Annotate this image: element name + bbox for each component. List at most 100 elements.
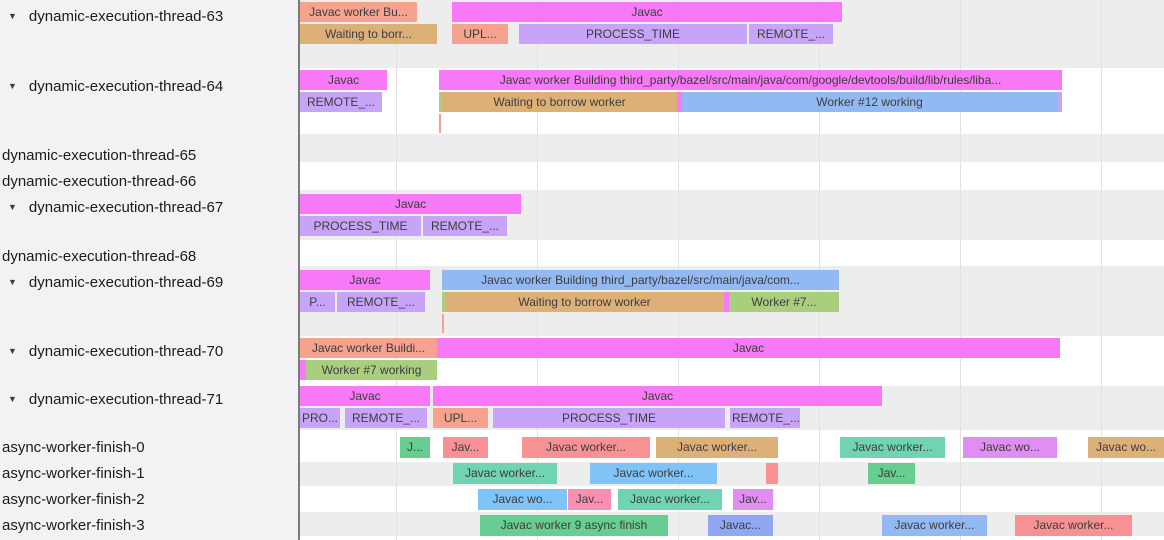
track-label[interactable]: dynamic-execution-thread-65 — [0, 144, 196, 166]
trace-span[interactable]: Waiting to borrow worker — [442, 92, 677, 112]
trace-span[interactable] — [300, 360, 306, 380]
track-label[interactable]: dynamic-execution-thread-68 — [0, 245, 196, 267]
collapse-triangle-icon[interactable]: ▼ — [8, 393, 17, 404]
row-background — [300, 486, 1164, 512]
trace-span[interactable]: Javac worker... — [522, 437, 650, 458]
trace-span[interactable]: PROCESS_TIME — [300, 216, 421, 236]
row-background — [300, 240, 1164, 266]
row-background — [300, 462, 1164, 486]
trace-span[interactable]: Jav... — [568, 489, 611, 510]
track-label-text: dynamic-execution-thread-63 — [28, 7, 224, 25]
trace-span[interactable]: Javac — [300, 70, 387, 90]
row-background — [300, 162, 1164, 190]
trace-span[interactable]: Jav... — [733, 489, 773, 510]
trace-span[interactable]: REMOTE_... — [730, 408, 800, 428]
row-background — [300, 536, 1164, 540]
trace-span[interactable]: Javac worker... — [590, 463, 717, 484]
track-label[interactable]: ▼ dynamic-execution-thread-63 — [0, 5, 223, 27]
trace-span[interactable] — [677, 92, 682, 112]
track-label[interactable]: ▼ dynamic-execution-thread-64 — [0, 75, 223, 97]
track-label-text: async-worker-finish-2 — [2, 490, 145, 508]
trace-span[interactable]: Javac worker 9 async finish — [480, 515, 668, 536]
trace-span[interactable]: Javac — [300, 270, 430, 290]
track-label[interactable]: async-worker-finish-2 — [0, 488, 145, 510]
trace-span[interactable]: UPL... — [452, 24, 508, 44]
track-label-text: async-worker-finish-1 — [2, 464, 145, 482]
trace-span[interactable]: PROCESS_TIME — [519, 24, 747, 44]
gridline — [1101, 0, 1102, 540]
collapse-triangle-icon[interactable]: ▼ — [8, 201, 17, 212]
trace-span[interactable] — [439, 92, 443, 112]
trace-span[interactable]: Javac wo... — [963, 437, 1057, 458]
trace-span[interactable]: Javac — [300, 194, 521, 214]
track-label-text: dynamic-execution-thread-65 — [2, 146, 197, 164]
trace-span[interactable]: Javac worker Building third_party/bazel/… — [442, 270, 839, 290]
track-label[interactable]: async-worker-finish-0 — [0, 436, 145, 458]
track-label[interactable]: dynamic-execution-thread-66 — [0, 170, 196, 192]
trace-span[interactable]: REMOTE_... — [423, 216, 507, 236]
collapse-triangle-icon[interactable]: ▼ — [8, 10, 17, 21]
trace-span[interactable]: Javac — [433, 386, 882, 406]
trace-span[interactable]: Worker #7... — [729, 292, 839, 312]
track-label-text: dynamic-execution-thread-68 — [2, 247, 197, 265]
trace-span[interactable]: Waiting to borrow worker — [445, 292, 724, 312]
trace-span[interactable]: Jav... — [443, 437, 488, 458]
trace-span[interactable]: Worker #12 working — [682, 92, 1057, 112]
track-label-text: dynamic-execution-thread-67 — [28, 198, 224, 216]
trace-span[interactable]: Javac wo... — [1088, 437, 1164, 458]
collapse-triangle-icon[interactable]: ▼ — [8, 345, 17, 356]
trace-span[interactable]: Worker #7 working — [306, 360, 437, 380]
track-label-text: dynamic-execution-thread-64 — [28, 77, 224, 95]
trace-tick[interactable] — [442, 314, 444, 333]
trace-span[interactable]: Javac worker... — [453, 463, 557, 484]
trace-span[interactable]: Javac wo... — [478, 489, 567, 510]
trace-span[interactable]: UPL... — [433, 408, 488, 428]
trace-span[interactable]: Javac... — [708, 515, 773, 536]
trace-span[interactable] — [1057, 92, 1062, 112]
trace-span[interactable]: Javac worker... — [618, 489, 722, 510]
track-label-text: dynamic-execution-thread-66 — [2, 172, 197, 190]
track-label-text: async-worker-finish-0 — [2, 438, 145, 456]
track-label[interactable]: ▼ dynamic-execution-thread-67 — [0, 196, 223, 218]
trace-span[interactable]: Javac — [452, 2, 842, 22]
trace-span[interactable]: Javac worker... — [656, 437, 778, 458]
track-label[interactable]: ▼ dynamic-execution-thread-69 — [0, 271, 223, 293]
trace-span[interactable]: P... — [300, 292, 335, 312]
trace-span[interactable]: REMOTE_... — [337, 292, 425, 312]
gridline — [960, 0, 961, 540]
trace-tick[interactable] — [439, 114, 441, 133]
trace-span[interactable]: PRO... — [300, 408, 340, 428]
track-label[interactable]: async-worker-finish-1 — [0, 462, 145, 484]
collapse-triangle-icon[interactable]: ▼ — [8, 80, 17, 91]
trace-span[interactable]: REMOTE_... — [300, 92, 382, 112]
track-label-text: dynamic-execution-thread-71 — [28, 390, 224, 408]
track-label-text: async-worker-finish-3 — [2, 516, 145, 534]
trace-span[interactable]: Javac — [437, 338, 1060, 358]
trace-span[interactable]: Javac worker Bu... — [300, 2, 417, 22]
trace-span[interactable]: REMOTE_... — [749, 24, 833, 44]
trace-span[interactable]: REMOTE_... — [345, 408, 427, 428]
trace-span[interactable]: Javac worker... — [882, 515, 987, 536]
trace-span[interactable]: J... — [400, 437, 430, 458]
trace-span[interactable] — [766, 463, 778, 484]
trace-span[interactable]: Javac worker Buildi... — [300, 338, 437, 358]
trace-span[interactable]: PROCESS_TIME — [493, 408, 725, 428]
track-label[interactable]: ▼ dynamic-execution-thread-71 — [0, 388, 223, 410]
track-label-text: dynamic-execution-thread-70 — [28, 342, 224, 360]
trace-span[interactable] — [724, 292, 729, 312]
track-label-text: dynamic-execution-thread-69 — [28, 273, 224, 291]
trace-span[interactable]: Jav... — [868, 463, 915, 484]
trace-span[interactable]: Javac worker... — [1015, 515, 1132, 536]
collapse-triangle-icon[interactable]: ▼ — [8, 276, 17, 287]
row-background — [300, 134, 1164, 162]
trace-span[interactable]: Javac — [300, 386, 430, 406]
track-label[interactable]: async-worker-finish-3 — [0, 514, 145, 536]
trace-span[interactable]: Waiting to borr... — [300, 24, 437, 44]
track-label[interactable]: ▼ dynamic-execution-thread-70 — [0, 340, 223, 362]
trace-span[interactable]: Javac worker... — [840, 437, 945, 458]
trace-span[interactable] — [442, 292, 446, 312]
trace-span[interactable]: Javac worker Building third_party/bazel/… — [439, 70, 1062, 90]
track-name-panel: ▼ dynamic-execution-thread-63 ▼ dynamic-exe… — [0, 0, 300, 540]
